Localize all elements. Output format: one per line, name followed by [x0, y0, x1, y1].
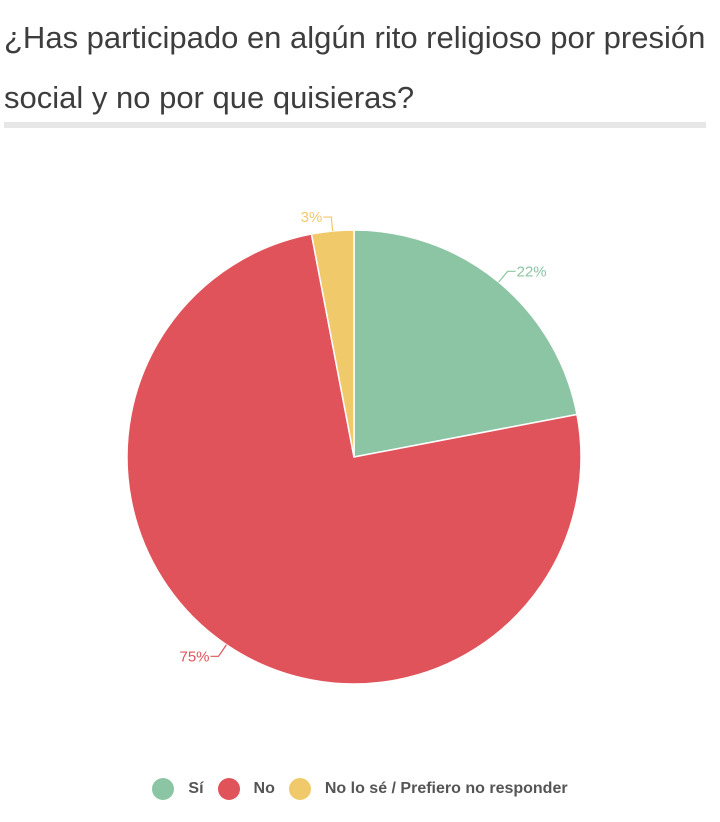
- legend-item-si[interactable]: Sí: [152, 778, 204, 800]
- leader-line-0: [498, 270, 516, 283]
- legend-swatch-no: [217, 778, 240, 800]
- pie-slice-2[interactable]: [310, 229, 355, 458]
- legend-item-no[interactable]: No: [217, 778, 275, 800]
- legend-swatch-si: [152, 778, 175, 800]
- legend: Sí No No lo sé / Prefiero no responder: [0, 778, 720, 800]
- legend-label-si: Sí: [188, 780, 204, 797]
- title-divider: [4, 122, 706, 128]
- pie-chart: 22% 75% 3%: [126, 209, 582, 685]
- chart-title: ¿Has participado en algún rito religioso…: [4, 20, 706, 115]
- legend-item-no-se[interactable]: No lo sé / Prefiero no responder: [288, 778, 568, 800]
- pie-slice-0[interactable]: [353, 229, 578, 458]
- leader-line-1: [210, 644, 227, 657]
- data-label-2: 3%: [301, 209, 323, 226]
- data-label-1: 75%: [180, 648, 210, 665]
- leader-line-2: [323, 216, 334, 232]
- legend-label-no-se: No lo sé / Prefiero no responder: [324, 780, 568, 797]
- legend-swatch-no-se: [288, 778, 311, 800]
- legend-label-no: No: [253, 780, 275, 797]
- data-label-0: 22%: [517, 263, 547, 280]
